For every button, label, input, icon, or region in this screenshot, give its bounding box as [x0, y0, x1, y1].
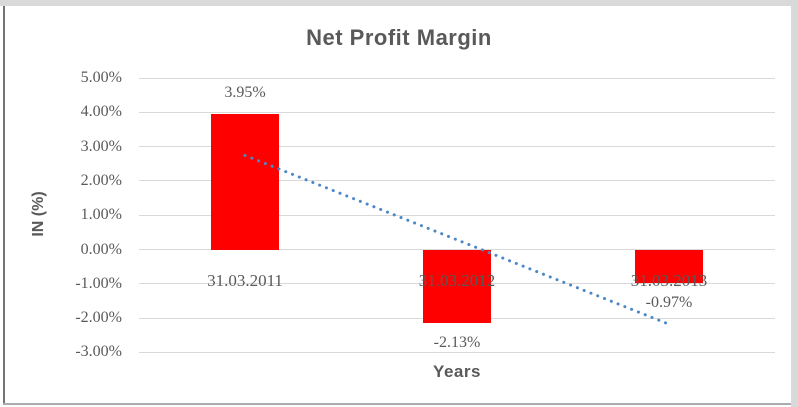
gridline [139, 111, 775, 113]
category-label: 31.03.2011 [207, 271, 283, 290]
frame-left-edge [3, 6, 5, 404]
y-tick-label: 5.00% [80, 69, 122, 86]
frame-bottom-edge [3, 403, 791, 405]
gridline [139, 351, 775, 353]
y-tick-label: 2.00% [80, 171, 122, 189]
data-label: -0.97% [645, 293, 693, 311]
data-label: -2.13% [433, 333, 481, 351]
y-tick-label: 1.00% [80, 206, 122, 224]
y-tick-label: -2.00% [75, 309, 122, 327]
gridline [139, 77, 775, 79]
category-label: 31.03.2013 [630, 271, 708, 290]
frame-top-edge [0, 0, 798, 6]
y-tick-label: 4.00% [80, 103, 122, 121]
bar-31.03.2011 [211, 114, 279, 250]
gridline [139, 146, 775, 148]
y-tick-label: -3.00% [75, 343, 122, 361]
chart-title: Net Profit Margin [306, 25, 492, 50]
data-label: 3.95% [224, 84, 266, 102]
y-tick-label: 0.00% [80, 240, 122, 258]
category-label: 31.03.2012 [418, 271, 496, 290]
y-tick-label: 3.00% [80, 137, 122, 155]
y-tick-label: -1.00% [75, 274, 122, 292]
frame-right-edge [791, 0, 798, 407]
x-axis-title: Years [433, 362, 481, 381]
